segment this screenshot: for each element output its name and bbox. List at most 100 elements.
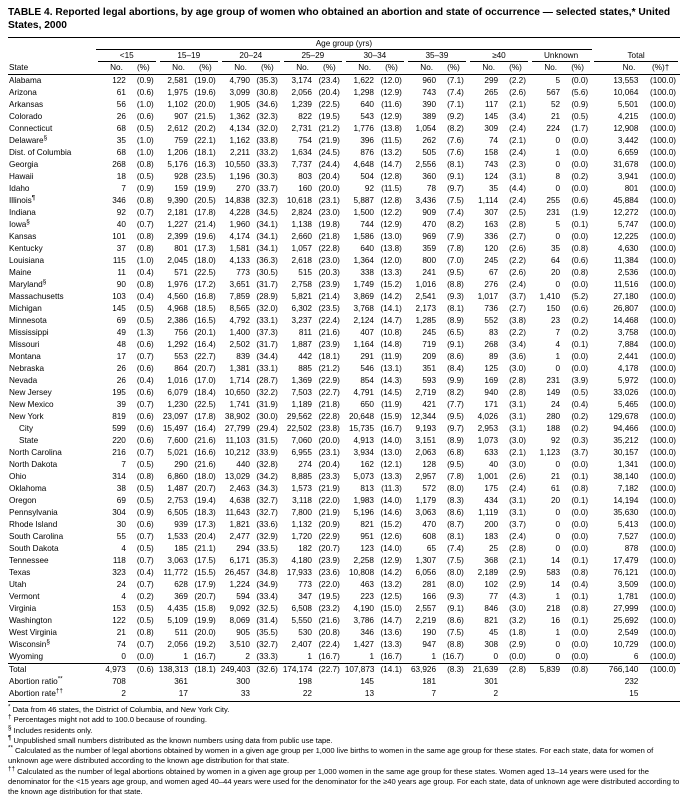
count-cell: 35,212 xyxy=(613,436,639,446)
count-cell: 756 xyxy=(174,328,188,338)
percent-cell: (22.7) xyxy=(318,388,340,398)
count-cell: 27,999 xyxy=(613,604,639,614)
count-cell: 3,436 xyxy=(415,196,437,206)
percent-cell: (23.0) xyxy=(318,208,340,218)
count-cell: 21 xyxy=(550,112,561,122)
percent-cell: (33.2) xyxy=(256,148,278,158)
percent-cell: (3.1) xyxy=(509,412,526,422)
age-group-span-label: Age group (yrs) xyxy=(315,39,373,49)
percent-cell: (23.8) xyxy=(318,424,340,434)
percent-cell: (3.9) xyxy=(571,376,589,386)
percent-cell: (2.2) xyxy=(509,256,526,266)
percent-cell: (16.4) xyxy=(194,424,216,434)
count-cell: 13,029 xyxy=(224,472,250,482)
percent-cell: (0.4) xyxy=(136,268,154,278)
count-cell: 20 xyxy=(550,268,561,278)
percent-cell: (32.7) xyxy=(256,508,278,518)
percent-cell: (33.4) xyxy=(256,592,278,602)
percent-cell: (2.1) xyxy=(509,556,526,566)
count-cell: 5 xyxy=(555,76,561,86)
column-group-unknown: Unknown xyxy=(530,50,592,63)
column-group-total: Total xyxy=(592,50,680,63)
percent-cell: (0.2) xyxy=(571,316,589,326)
row-louisiana: Louisiana 115 (1.0) 2,045 (18.0) 4,133 (36.3) 2… xyxy=(8,255,680,267)
count-cell: 265 xyxy=(484,88,499,98)
percent-cell: (0.1) xyxy=(571,556,589,566)
count-cell: 6,659 xyxy=(617,148,639,158)
count-cell: 2 xyxy=(467,688,502,703)
count-cell: 0 xyxy=(121,652,126,662)
count-cell: 175 xyxy=(484,484,499,494)
count-cell: 174,174 xyxy=(281,663,315,677)
percent-cell: (0.6) xyxy=(136,388,154,398)
percent-cell: (33.3) xyxy=(256,160,278,170)
percent-header-20-24: (%) xyxy=(252,62,282,76)
count-cell: 27,180 xyxy=(613,292,639,302)
percent-cell: (2.2) xyxy=(509,328,526,338)
count-cell: 218 xyxy=(546,604,561,614)
percent-cell: (0.0) xyxy=(571,352,589,362)
percent-cell: (22.4) xyxy=(318,316,340,326)
percent-cell: (0.0) xyxy=(571,520,589,530)
row-north-carolina: North Carolina 216 (0.7) 5,021 (16.6) 10,212 (… xyxy=(8,447,680,459)
count-cell: 281 xyxy=(422,580,437,590)
percent-cell: (100.0) xyxy=(650,352,676,362)
count-cell: 3,758 xyxy=(617,328,639,338)
state-name: State xyxy=(19,436,39,446)
count-cell: 2,463 xyxy=(229,484,250,494)
count-cell: 1,975 xyxy=(167,88,188,98)
percent-cell: (9.3) xyxy=(447,592,464,602)
percent-cell: (0.6) xyxy=(136,340,154,350)
percent-cell: (100.0) xyxy=(650,220,676,230)
percent-cell: (12.1) xyxy=(380,460,402,470)
count-cell: 4,790 xyxy=(229,76,250,86)
count-cell: 26 xyxy=(116,376,126,386)
count-cell: 2,556 xyxy=(415,160,437,170)
percent-cell: (6.8) xyxy=(447,448,464,458)
count-cell: 1,821 xyxy=(229,520,250,530)
count-cell: 65 xyxy=(426,544,437,554)
count-cell: 39 xyxy=(116,400,126,410)
percent-cell: (36.3) xyxy=(256,256,278,266)
count-cell: 4,178 xyxy=(617,364,639,374)
count-cell: 470 xyxy=(422,220,437,230)
count-cell: 736 xyxy=(484,304,499,314)
count-cell: 255 xyxy=(546,196,561,206)
count-cell: 515 xyxy=(298,268,312,278)
percent-cell: (0.7) xyxy=(136,220,154,230)
state-name: Connecticut xyxy=(9,124,53,134)
count-cell: 7,600 xyxy=(167,436,188,446)
percent-cell: (100.0) xyxy=(650,304,676,314)
count-cell: 10,650 xyxy=(224,388,250,398)
percent-cell: (7.4) xyxy=(447,208,464,218)
percent-cell: (16.7) xyxy=(380,652,402,662)
count-cell: 1,179 xyxy=(415,496,437,506)
count-cell: 633 xyxy=(484,448,499,458)
percent-cell xyxy=(641,676,680,688)
count-cell: 530 xyxy=(298,628,312,638)
percent-cell: (22.9) xyxy=(318,532,340,542)
count-cell: 14,468 xyxy=(613,316,639,326)
count-cell: 434 xyxy=(484,496,499,506)
percent-cell: (7.4) xyxy=(447,544,464,554)
count-cell: 0 xyxy=(555,364,561,374)
column-group-25-29: 25–29 xyxy=(282,50,344,63)
count-cell: 347 xyxy=(298,592,312,602)
count-cell: 2,953 xyxy=(477,424,499,434)
count-cell: 4,435 xyxy=(167,604,188,614)
count-cell: 6,860 xyxy=(167,472,188,482)
percent-cell: (15.9) xyxy=(380,412,402,422)
count-cell: 4,630 xyxy=(617,244,639,254)
state-column-spacer xyxy=(8,38,96,50)
count-cell: 0 xyxy=(555,544,561,554)
count-cell: 17 xyxy=(116,352,126,362)
count-cell: 270 xyxy=(236,184,250,194)
percent-cell: (33.1) xyxy=(256,316,278,326)
count-cell: 11,103 xyxy=(225,436,250,446)
percent-cell: (100.0) xyxy=(650,388,676,398)
state-name: Colorado xyxy=(9,112,43,122)
percent-cell: (22.7) xyxy=(194,352,216,362)
count-cell: 182 xyxy=(298,544,312,554)
count-cell: 249,403 xyxy=(219,663,253,677)
count-cell: 1,164 xyxy=(353,340,375,350)
